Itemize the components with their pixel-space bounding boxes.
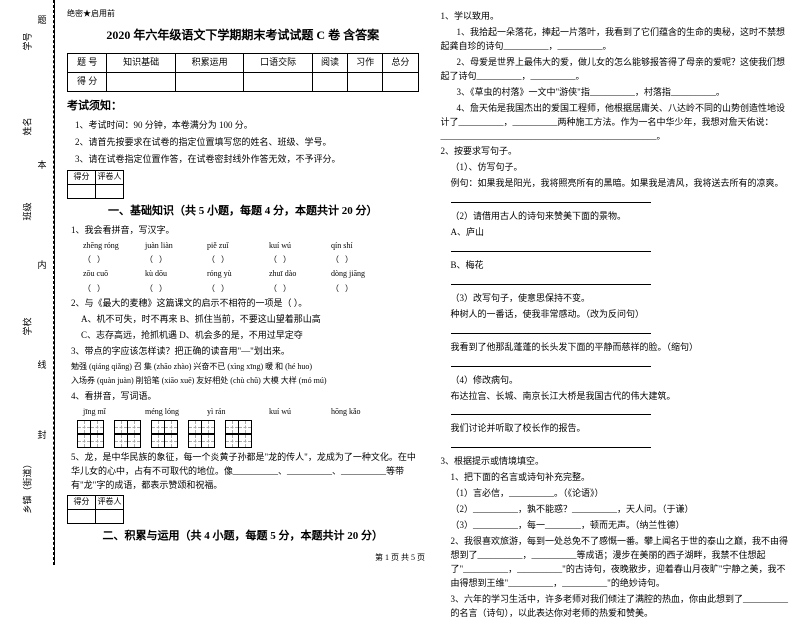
margin-label-xuehao: 学号 <box>21 32 34 50</box>
margin-cut-0: 题 <box>36 15 49 24</box>
s2q2: 2、按要求写句子。 <box>441 145 789 159</box>
notice-title: 考试须知： <box>67 98 419 115</box>
s2q3: 3、根据提示或情境填空。 <box>441 455 789 469</box>
s2q3-1a: （1）言必信，__________。（《论语》） <box>451 487 789 501</box>
grader-table-2: 得分评卷人 <box>67 495 124 524</box>
dash-line <box>53 0 54 565</box>
pinyin-row-2: zōu cuō kù dōu róng yù zhuī dào dòng jiā… <box>83 268 419 280</box>
s2q2-4: （4）修改病句。 <box>451 374 789 388</box>
q2: 2、与《最大的麦穗》这篇课文的启示不相符的一项是（ ）。 <box>71 297 419 311</box>
section2-title: 二、积累与运用（共 4 小题，每题 5 分，本题共计 20 分） <box>67 528 419 545</box>
s2q1-4: 4、詹天佑是我国杰出的爱国工程师，他根据居庸关、八达岭不同的山势创造性地设计了_… <box>441 102 789 144</box>
q4: 4、看拼音，写词语。 <box>71 390 419 404</box>
score-h0: 题 号 <box>68 53 107 72</box>
table-row: 题 号 知识基础 积累运用 口语交际 阅读 习作 总分 <box>68 53 419 72</box>
blank-line[interactable] <box>451 357 651 367</box>
notice-2: 2、请首先按要求在试卷的指定位置填写您的姓名、班级、学号。 <box>75 136 419 150</box>
notice-3: 3、请在试卷指定位置作答，在试卷密封线外作答无效，不予评分。 <box>75 153 419 167</box>
q3: 3、带点的字应该怎样读？把正确的读音用"—"划出来。 <box>71 345 419 359</box>
margin-label-xuexiao: 学校 <box>21 317 34 335</box>
pinyin-row-3: jīng mǐ méng lóng yì rán kuí wú hōng kǎo <box>83 406 419 418</box>
blank-line[interactable] <box>451 438 651 448</box>
s2q2-1: （1）、仿写句子。 <box>451 161 789 175</box>
score-h2: 积累运用 <box>175 53 244 72</box>
margin-cut-1: 本 <box>36 160 49 169</box>
blank-line[interactable] <box>451 405 651 415</box>
paren-row-2: （ ）（ ）（ ）（ ）（ ） <box>83 283 419 295</box>
notice-1: 1、考试时间：90 分钟，本卷满分为 100 分。 <box>75 119 419 133</box>
secrecy-tag: 绝密★启用前 <box>67 8 419 20</box>
margin-cut-4: 封 <box>36 430 49 439</box>
binding-margin: 学号 姓名 班级 学校 乡镇（街道） 题 本 内 线 封 <box>0 0 55 565</box>
score-h5: 习作 <box>348 53 383 72</box>
margin-label-banji: 班级 <box>21 202 34 220</box>
mini-c2: 评卷人 <box>96 170 124 184</box>
s2q2-2a: A、庐山 <box>451 226 789 240</box>
s2q1-3: 3、《草虫的村落》一文中"游侠"指__________，村落指_________… <box>441 86 789 100</box>
left-column: 绝密★启用前 2020 年六年级语文下学期期末考试试题 C 卷 含答案 题 号 … <box>67 8 419 561</box>
s2q1-1: 1、我拾起一朵落花，捧起一片落叶，我看到了它们蕴含的生命的奥秘，这时不禁想起龚自… <box>441 26 789 54</box>
grader-table: 得分评卷人 <box>67 170 124 199</box>
score-r0: 得 分 <box>68 72 107 91</box>
score-h6: 总分 <box>383 53 418 72</box>
exam-title: 2020 年六年级语文下学期期末考试试题 C 卷 含答案 <box>67 26 419 45</box>
score-table: 题 号 知识基础 积累运用 口语交际 阅读 习作 总分 得 分 <box>67 53 419 92</box>
s2q3-3: 3、六年的学习生活中，许多老师对我们倾注了满腔的热血，你由此想到了_______… <box>451 593 789 621</box>
content-area: 绝密★启用前 2020 年六年级语文下学期期末考试试题 C 卷 含答案 题 号 … <box>55 0 800 565</box>
s2q3-1: 1、把下面的名言或诗句补充完整。 <box>451 471 789 485</box>
q1: 1、我会看拼音，写汉字。 <box>71 224 419 238</box>
blank-line[interactable] <box>451 193 651 203</box>
score-h1: 知识基础 <box>107 53 176 72</box>
page-footer: 第 1 页 共 5 页 <box>375 552 425 563</box>
section1-title: 一、基础知识（共 5 小题，每题 4 分，本题共计 20 分） <box>67 203 419 220</box>
q3a: 勉强 (qiáng qiǎng) 召 集 (zhāo zhào) 兴奋不已 (x… <box>71 361 419 373</box>
score-h3: 口语交际 <box>244 53 313 72</box>
margin-cut-3: 线 <box>36 360 49 369</box>
q2a: A、机不可失，时不再来 B、抓住当前，不要这山望着那山高 <box>81 313 419 327</box>
right-column: 1、学以致用。 1、我拾起一朵落花，捧起一片落叶，我看到了它们蕴含的生命的奥秘，… <box>437 8 789 561</box>
s2q3-2: 2、我很喜欢旅游，每到一处总免不了感慨一番。攀上闻名于世的泰山之巅，我不由得想到… <box>451 535 789 591</box>
s2q2-4b: 我们讨论并听取了校长作的报告。 <box>451 422 789 436</box>
margin-label-xingming: 姓名 <box>21 117 34 135</box>
s2q2-2: （2）请借用古人的诗句来赞美下面的景物。 <box>451 210 789 224</box>
score-h4: 阅读 <box>312 53 347 72</box>
s2q1: 1、学以致用。 <box>441 10 789 24</box>
tianzige-row[interactable] <box>77 420 419 448</box>
q3b: 入场券 (quàn juàn) 削铅笔 (xiāo xuē) 友好相处 (chù… <box>71 375 419 387</box>
margin-label-xiangzhen: 乡镇（街道） <box>21 459 34 513</box>
blank-line[interactable] <box>451 242 651 252</box>
blank-line[interactable] <box>451 324 651 334</box>
blank-line[interactable] <box>451 275 651 285</box>
q2b: C、志存高远，抢抓机遇 D、机会多的是，不用过早定夺 <box>81 329 419 343</box>
s2q3-1c: （3）__________，每一________，顿而无声。（纳兰性德） <box>451 519 789 533</box>
s2q2-3: （3）改写句子，使意思保持不变。 <box>451 292 789 306</box>
s2q2-1ex: 例句：如果我是阳光，我将照亮所有的黑暗。如果我是清风，我将送去所有的凉爽。 <box>451 177 789 191</box>
q5: 5、龙，是中华民族的象征，每一个炎黄子孙都是"龙的传人"，龙成为了一种文化。在中… <box>71 451 419 493</box>
margin-cut-2: 内 <box>36 260 49 269</box>
paren-row-1: （ ）（ ）（ ）（ ）（ ） <box>83 254 419 266</box>
mini-c1: 得分 <box>68 170 96 184</box>
s2q3-1b: （2）__________，孰不能惑？__________，天人问。（于谦） <box>451 503 789 517</box>
s2q2-4a: 布达拉宫、长城、南京长江大桥是我国古代的伟大建筑。 <box>451 390 789 404</box>
table-row: 得 分 <box>68 72 419 91</box>
s2q2-3a: 种树人的一番话，使我非常感动。（改为反问句） <box>451 308 789 322</box>
pinyin-row-1: zhēng róng juàn liàn piě zuǐ kuí wú qín … <box>83 240 419 252</box>
s2q2-3b: 我看到了他那乱蓬蓬的长头发下面的平静而慈祥的脸。（缩句） <box>451 341 789 355</box>
s2q1-2: 2、母爱是世界上最伟大的爱，做儿女的怎么能够报答得了母亲的爱呢？这使我们想起了诗… <box>441 56 789 84</box>
s2q2-2b: B、梅花 <box>451 259 789 273</box>
